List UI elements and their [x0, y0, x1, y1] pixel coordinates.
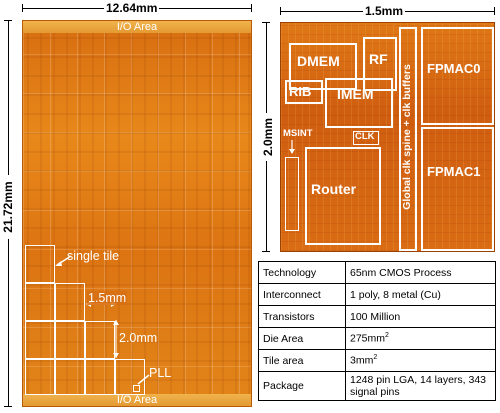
fpmac1-block: [421, 127, 494, 251]
fpmac0-block: [421, 27, 494, 125]
tile-outline: [55, 359, 85, 395]
spec-value: 1248 pin LGA, 14 layers, 343 signal pins: [345, 371, 496, 401]
tile-outline: [25, 283, 55, 321]
tile-outline: [55, 321, 85, 359]
router-block: [305, 147, 381, 245]
spec-key: Die Area: [258, 327, 346, 350]
rf-block: [363, 37, 397, 91]
clk-label: CLK: [355, 131, 375, 142]
tile-width-dim-label: 1.5mm: [363, 4, 406, 18]
specs-table: Technology 65nm CMOS Process Interconnect 1…: [258, 261, 496, 401]
single-tile-arrow: [55, 255, 72, 266]
die-photo: I/O Area I/O Area single tile 1.5mm 2.0m…: [22, 20, 252, 407]
spec-key: Package: [258, 371, 346, 401]
tile-height-arrow: [113, 320, 119, 358]
tile-height-dim-label: 2.0mm: [261, 113, 275, 161]
router-label: Router: [311, 181, 357, 197]
tile-outline: [55, 283, 85, 321]
clk-block: [353, 131, 379, 145]
spec-value-text: 1248 pin LGA, 14 layers, 343 signal pins: [350, 374, 487, 398]
spec-value-text: 3mm: [350, 354, 374, 367]
tile-height-label: 2.0mm: [119, 331, 158, 345]
tile-outline: [25, 359, 55, 395]
spec-key: Technology: [258, 261, 346, 284]
dmem-label: DMEM: [297, 53, 340, 69]
imem-label: IMEM: [337, 86, 374, 102]
io-area-top: [23, 21, 251, 33]
die-height-label: 21.72mm: [1, 175, 15, 239]
spec-row: Interconnect 1 poly, 8 metal (Cu): [258, 283, 496, 306]
spec-value-superscript: 2: [373, 354, 378, 362]
tile-photo: DMEM RF RIB IMEM MSINT CLK Router Global…: [280, 22, 495, 252]
tile-outline: [25, 321, 55, 359]
pll-arrow: [137, 374, 150, 385]
spec-row: Technology 65nm CMOS Process: [258, 261, 496, 284]
rf-label: RF: [369, 51, 388, 67]
rib-block: [285, 80, 323, 104]
spec-row: Die Area 275mm2: [258, 327, 496, 350]
io-area-bottom: [23, 394, 251, 406]
msint-label: MSINT: [283, 128, 313, 139]
spec-key: Transistors: [258, 305, 346, 328]
spec-value-superscript: 2: [385, 332, 389, 340]
tile-width-label: 1.5mm: [87, 291, 128, 305]
tile-outline: [25, 245, 55, 283]
spec-value: 100 Million: [345, 305, 496, 328]
fpmac0-label: FPMAC0: [427, 61, 481, 76]
spec-value: 3mm2: [345, 349, 496, 372]
pll-label: PLL: [149, 366, 172, 380]
fpmac1-label: FPMAC1: [427, 164, 481, 179]
pll-marker: [133, 385, 140, 392]
spec-value: 275mm2: [345, 327, 496, 350]
clk-spine-label: Global clk spine + clk buffers: [401, 64, 413, 210]
spec-value-text: 65nm CMOS Process: [350, 266, 452, 279]
msint-arrow: [289, 140, 295, 154]
io-area-top-label: I/O Area: [116, 21, 158, 33]
spec-value-text: 100 Million: [350, 310, 401, 323]
spec-key: Interconnect: [258, 283, 346, 306]
clk-spine-block: [399, 27, 417, 251]
single-tile-label: single tile: [67, 249, 120, 263]
tile-outline: [85, 359, 115, 395]
spec-value: 65nm CMOS Process: [345, 261, 496, 284]
spec-row: Tile area 3mm2: [258, 349, 496, 372]
spec-value-text: 275mm: [350, 332, 386, 345]
spec-row: Package 1248 pin LGA, 14 layers, 343 sign…: [258, 371, 496, 401]
imem-block: [325, 78, 393, 128]
dmem-block: [289, 43, 357, 90]
tile-outline: [85, 321, 115, 359]
spec-value: 1 poly, 8 metal (Cu): [345, 283, 496, 306]
io-area-bottom-label: I/O Area: [116, 394, 158, 406]
spec-key: Tile area: [258, 349, 346, 372]
rib-label: RIB: [289, 84, 312, 99]
die-width-label: 12.64mm: [104, 1, 160, 15]
spec-row: Transistors 100 Million: [258, 305, 496, 328]
tile-outline: [115, 359, 145, 395]
spec-value-text: 1 poly, 8 metal (Cu): [350, 288, 441, 301]
msint-block: [285, 157, 299, 231]
